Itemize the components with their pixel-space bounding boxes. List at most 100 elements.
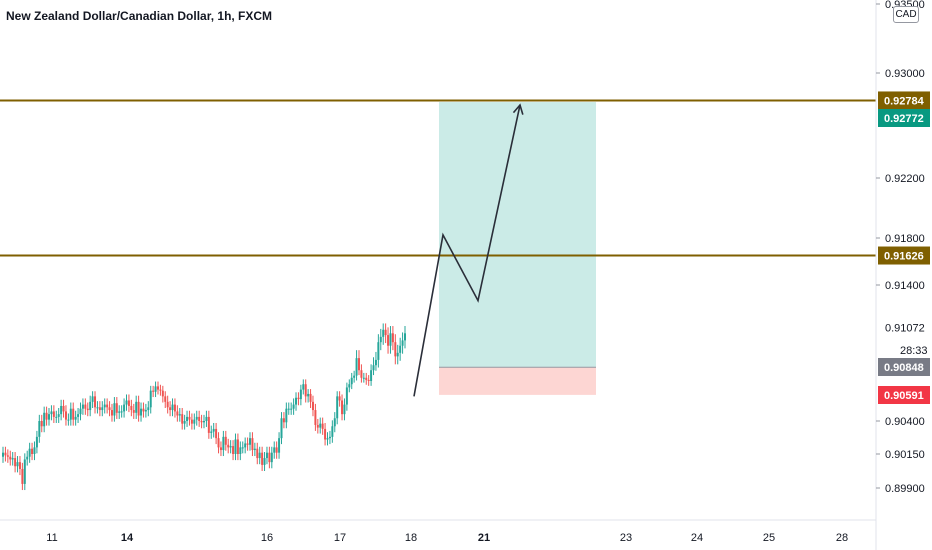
candle [161,390,164,397]
candle [48,414,51,420]
candle [171,404,174,411]
y-tick-label: 0.91800 [885,233,925,245]
candle [207,416,210,433]
candle [18,462,21,469]
candle [253,448,256,451]
candle [321,423,324,429]
candle [166,401,169,408]
candle [297,397,300,400]
candle [224,436,227,445]
price-tag [878,109,930,127]
price-tag-label: 0.91626 [884,251,924,263]
stop-zone [439,367,596,395]
candle [132,410,135,413]
candle [215,428,218,439]
candle [64,411,67,420]
y-tick-label: 0.93500 [885,0,925,11]
candle [350,377,353,385]
position-zones-layer [439,102,596,395]
price-tag-label: 0.92784 [884,95,925,107]
candle [11,458,14,460]
candle [205,416,208,421]
candle [404,333,406,341]
candle [28,448,31,457]
candle [84,404,87,409]
y-tick-label: 0.93000 [885,68,925,80]
candle [6,455,9,457]
candle [282,418,285,423]
price-tag-label: 0.91072 [885,323,925,335]
candle [94,396,97,408]
candle [62,405,65,412]
candle [31,448,34,454]
candle [316,424,319,428]
candle [367,379,370,381]
candle [190,419,193,424]
candle [169,407,172,411]
levels-layer [0,99,876,257]
candle [164,396,167,402]
candle [239,447,242,454]
x-tick-label: 21 [478,532,490,544]
candle [394,342,397,357]
price-tag [878,246,930,265]
candle [370,370,373,381]
candle [52,411,55,417]
x-tick-label: 18 [405,532,417,544]
candle [246,443,249,445]
candle [241,447,244,449]
candle [86,408,89,411]
candle [195,416,198,420]
candle [120,411,123,413]
currency-badge[interactable]: CAD [893,6,919,23]
candle [72,408,75,420]
candle [91,396,94,402]
x-tick-label: 14 [121,532,134,544]
candle [278,438,281,453]
candle [154,386,157,392]
x-tick-label: 17 [334,532,346,544]
candle [379,336,382,343]
candle [331,426,334,437]
candle [89,401,92,411]
candle [384,329,387,336]
candle [193,419,196,424]
candle [156,386,159,390]
candle [275,447,278,453]
candle [74,416,77,420]
y-tick-label: 0.92200 [885,173,925,185]
projection-arrowhead [512,103,524,115]
candle [67,419,70,421]
candle [26,456,29,460]
candle [212,428,215,432]
candle [96,407,99,409]
candle [4,452,7,456]
candle [287,408,290,410]
candle [227,444,230,448]
candle [188,416,191,420]
candle [365,377,368,380]
candle [110,410,113,416]
candle [399,345,402,353]
candle [217,438,220,448]
candle [234,439,237,454]
candle [200,421,203,423]
projection-layer [413,103,524,397]
candle [263,458,266,465]
candle [50,411,53,415]
candle [357,358,360,371]
candle [38,421,41,437]
x-tick-label: 23 [620,532,632,544]
candle [16,462,19,467]
target-zone [439,102,596,368]
candle [236,439,239,454]
candle [77,414,80,417]
chart-title: New Zealand Dollar/Canadian Dollar, 1h, … [6,9,273,23]
candle [123,404,126,412]
candle [258,452,261,459]
candle [14,458,17,467]
candle [389,333,392,346]
